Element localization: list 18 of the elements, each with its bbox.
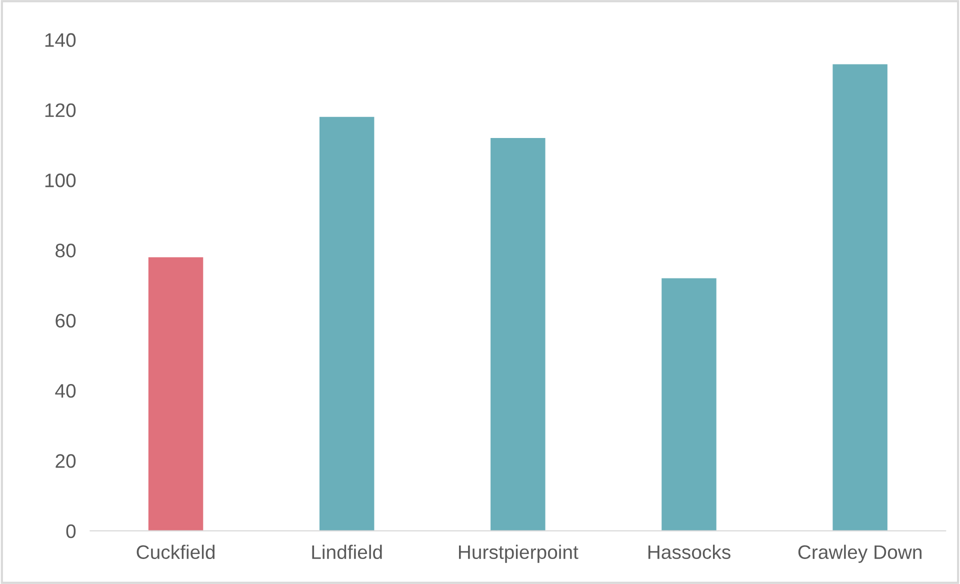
y-tick-label: 40 (55, 384, 76, 398)
y-tick-label: 120 (45, 103, 76, 118)
x-tick-label: Hurstpierpoint (458, 544, 578, 563)
y-tick-label: 20 (56, 454, 76, 468)
y-tick-label: 0 (66, 524, 76, 538)
bar (490, 138, 546, 531)
x-tick-label: Crawley Down (798, 544, 922, 563)
y-tick-label: 100 (45, 174, 76, 188)
y-tick-label: 80 (56, 244, 76, 258)
x-tick-label: Lindfield (312, 544, 382, 560)
y-tick-label: 60 (56, 314, 76, 328)
bar (662, 278, 716, 531)
x-tick-label: Cuckfield (136, 544, 215, 560)
x-tick-label: Hassocks (648, 544, 730, 560)
bar (319, 116, 374, 531)
y-tick-label: 140 (45, 33, 76, 47)
bar (832, 64, 888, 531)
bar (148, 257, 204, 531)
